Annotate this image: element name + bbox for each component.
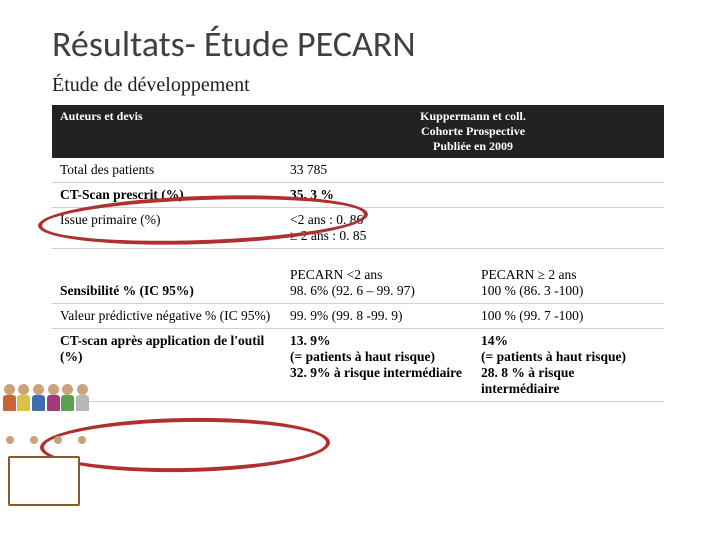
table-row: Total des patients 33 785 [52, 158, 664, 183]
table-row: Sensibilité % (IC 95%) PECARN <2 ans 98.… [52, 249, 664, 304]
cell-label: Sensibilité % (IC 95%) [52, 249, 282, 304]
page-title: Résultats- Étude PECARN [0, 0, 720, 66]
child-icon [3, 384, 16, 411]
cell-value: 99. 9% (99. 8 -99. 9) [282, 304, 473, 329]
cell-value: 14% (= patients à haut risque) 28. 8 % à… [473, 329, 664, 402]
header-study: Kuppermann et coll. Cohorte Prospective … [282, 105, 664, 158]
cell-value: 100 % (99. 7 -100) [473, 304, 664, 329]
cell-label: Total des patients [52, 158, 282, 183]
cell-label: Valeur prédictive négative % (IC 95%) [52, 304, 282, 329]
header-authors: Auteurs et devis [52, 105, 282, 158]
page-subtitle: Étude de développement [0, 66, 720, 105]
child-icon [32, 384, 45, 411]
children-image [2, 384, 90, 506]
cell-value: 33 785 [282, 158, 664, 183]
cell-value: 13. 9% (= patients à haut risque) 32. 9%… [282, 329, 473, 402]
cell-value: PECARN <2 ans 98. 6% (92. 6 – 99. 97) [282, 249, 473, 304]
table-row: Valeur prédictive négative % (IC 95%) 99… [52, 304, 664, 329]
results-table: Auteurs et devis Kuppermann et coll. Coh… [52, 105, 664, 402]
whiteboard-icon [8, 456, 80, 506]
child-icon [47, 384, 60, 411]
child-icon [76, 384, 89, 411]
child-icon [61, 384, 74, 411]
table-row: CT-scan après application de l'outil (%)… [52, 329, 664, 402]
cell-value: PECARN ≥ 2 ans 100 % (86. 3 -100) [473, 249, 664, 304]
child-icon [17, 384, 30, 411]
